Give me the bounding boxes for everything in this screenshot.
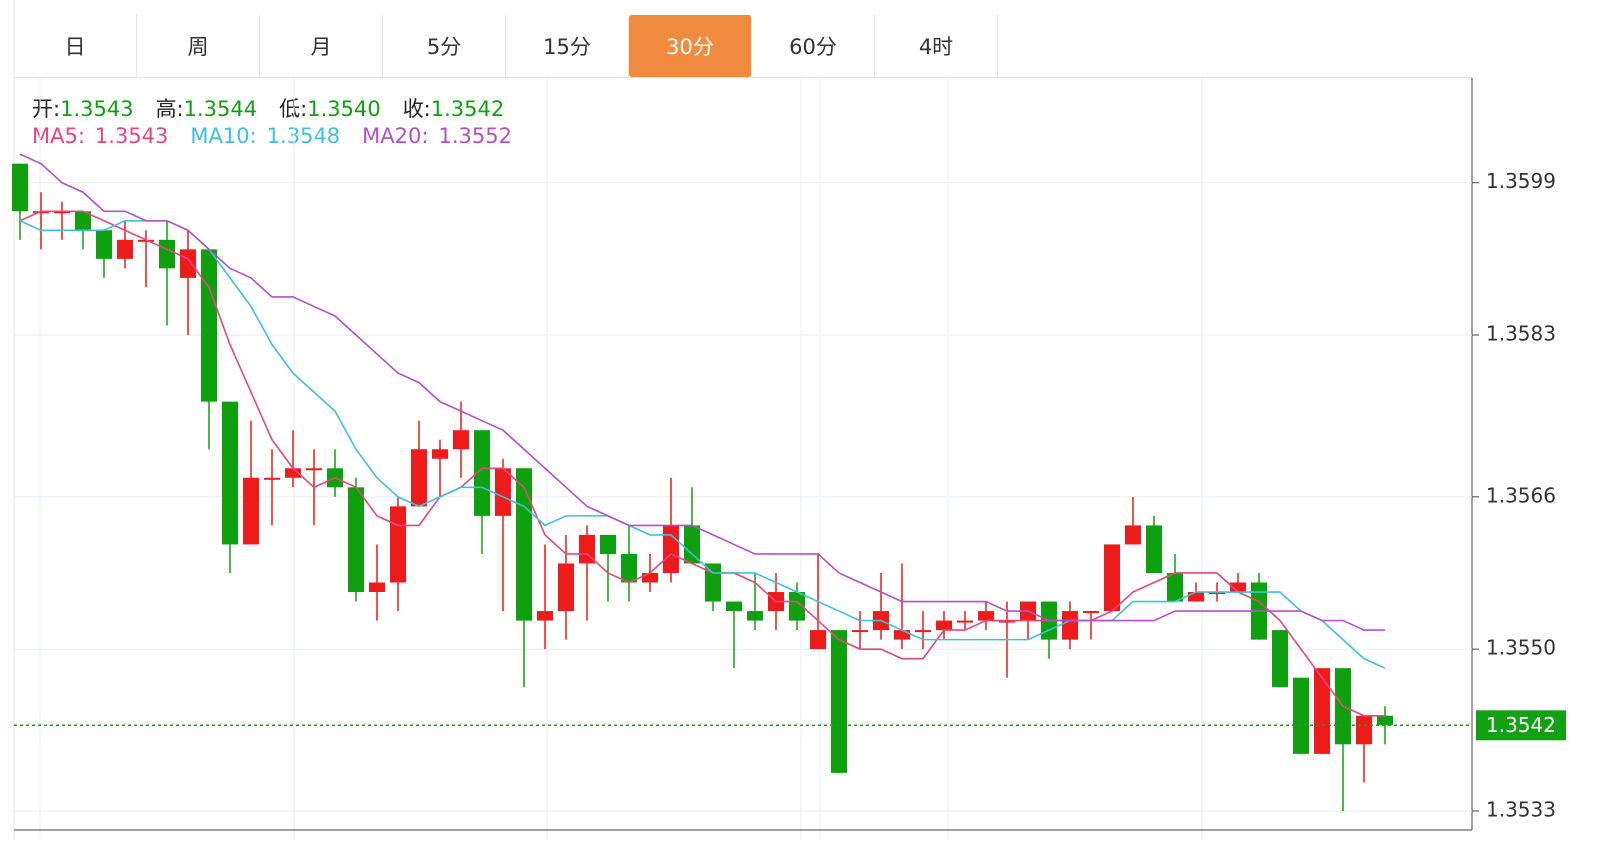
candle-body	[516, 468, 532, 621]
candle-body	[537, 611, 553, 621]
candle-body	[12, 163, 28, 212]
candle-body	[411, 449, 427, 507]
candle-body	[432, 449, 448, 459]
candle-body	[474, 430, 490, 516]
candle-body	[705, 563, 721, 602]
candle-body	[894, 630, 910, 640]
ma-label: MA10:	[190, 124, 257, 148]
candle-body	[1356, 715, 1372, 745]
period-tab[interactable]: 5分	[383, 15, 506, 77]
candle-body	[117, 239, 133, 259]
candle-body	[915, 630, 931, 633]
candle-body	[978, 611, 994, 621]
candle-body	[1104, 544, 1120, 612]
candle-body	[726, 601, 742, 612]
candle-body	[201, 249, 217, 402]
period-tab[interactable]: 15分	[506, 15, 629, 77]
candle-body	[285, 468, 301, 478]
ma-line	[19, 153, 1385, 631]
last-price-label: 1.3542	[1486, 713, 1556, 737]
candle-body	[390, 506, 406, 583]
candle-body	[243, 477, 259, 545]
candle-body	[1230, 582, 1246, 593]
candle-body	[138, 239, 154, 242]
candle-body	[684, 525, 700, 564]
period-tab[interactable]: 4时	[875, 15, 998, 77]
candle-body	[621, 553, 637, 583]
ma-value: 1.3552	[438, 124, 512, 148]
info-value: 1.3544	[183, 97, 258, 121]
candle-body	[600, 534, 616, 554]
ma-info: MA5: 1.3543 MA10: 1.3548 MA20: 1.3552	[32, 124, 534, 148]
candle-body	[54, 211, 70, 214]
candle-body	[348, 487, 364, 593]
candle-body	[495, 468, 511, 516]
period-tab[interactable]: 周	[137, 15, 260, 77]
candle-body	[642, 572, 658, 583]
candle-body	[264, 477, 280, 480]
candle-body	[159, 239, 175, 269]
candle-body	[33, 211, 49, 214]
candle-body	[936, 620, 952, 631]
candle-body	[1083, 611, 1099, 614]
candle-body	[453, 430, 469, 450]
ma-value: 1.3548	[266, 124, 341, 148]
info-value: 1.3543	[60, 97, 134, 121]
info-value: 1.3540	[307, 97, 381, 121]
candle-body	[1188, 592, 1204, 602]
ma-line	[19, 219, 1386, 669]
candle-body	[579, 534, 595, 564]
period-tab[interactable]: 60分	[752, 15, 875, 77]
info-label: 开:	[32, 97, 61, 121]
period-tab[interactable]: 日	[14, 15, 137, 77]
ma-value: 1.3543	[94, 124, 169, 148]
ohlc-info: 开:1.3543 高:1.3544 低:1.3540 收:1.3542	[32, 93, 526, 123]
info-label: 高:	[155, 97, 184, 121]
info-value: 1.3542	[430, 97, 505, 121]
candle-body	[222, 401, 238, 545]
y-tick-label: 1.3583	[1486, 322, 1556, 346]
y-tick-label: 1.3566	[1486, 483, 1556, 507]
candle-body	[999, 620, 1015, 623]
candle-body	[852, 630, 868, 633]
candle-body	[369, 582, 385, 593]
candle-body	[1377, 715, 1393, 726]
candle-body	[558, 563, 574, 612]
candle-body	[75, 211, 91, 231]
candle-body	[1062, 611, 1078, 640]
info-label: 收:	[402, 97, 431, 121]
candle-body	[663, 525, 679, 573]
ma-label: MA20:	[362, 124, 429, 148]
period-tab[interactable]: 30分	[629, 15, 752, 77]
candle-body	[957, 620, 973, 623]
y-tick-label: 1.3599	[1486, 169, 1556, 193]
candle-body	[1146, 525, 1162, 573]
candle-body	[1167, 572, 1183, 602]
candle-body	[1209, 592, 1225, 595]
candle-body	[180, 249, 196, 278]
y-tick-label: 1.3550	[1486, 636, 1556, 660]
period-tab[interactable]: 月	[260, 15, 383, 77]
candle-body	[306, 468, 322, 471]
y-tick-label: 1.3533	[1486, 797, 1556, 821]
ma-line	[19, 210, 1385, 717]
candle-body	[1314, 668, 1330, 754]
ma-label: MA5:	[32, 124, 85, 148]
last-price-box	[1476, 710, 1566, 741]
candle-body	[789, 592, 805, 621]
candle-body	[1293, 677, 1309, 754]
candle-body	[1125, 525, 1141, 545]
candle-body	[831, 630, 847, 773]
info-label: 低:	[279, 97, 308, 121]
candle-body	[747, 611, 763, 621]
candle-body	[810, 630, 826, 650]
candle-body	[1272, 630, 1288, 688]
period-tabs: 日周月 5分 15分 30分 60分 4时	[14, 15, 1472, 78]
candle-body	[96, 230, 112, 259]
